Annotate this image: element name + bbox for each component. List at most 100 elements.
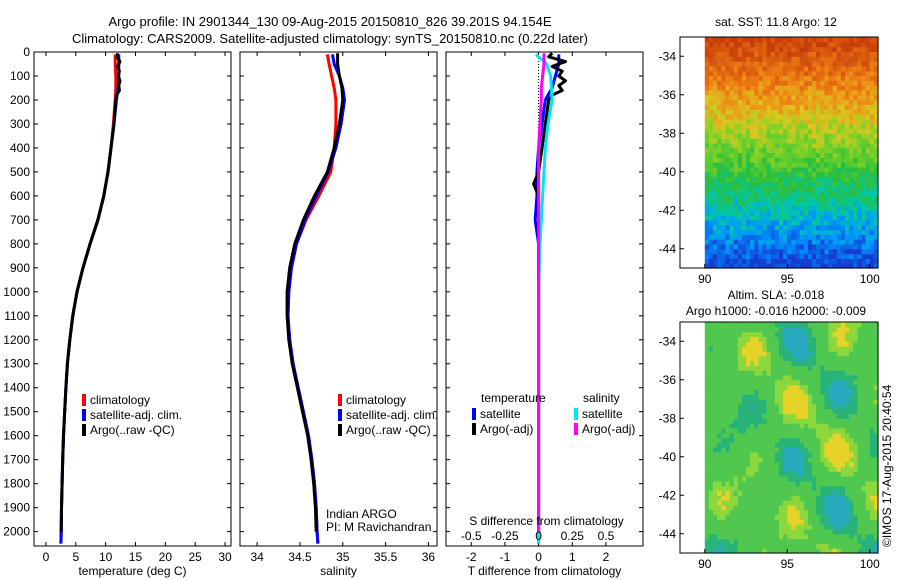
legend-label: climatology [90, 393, 150, 407]
legend-label: climatology [346, 393, 406, 407]
y-tick-label: 1500 [3, 405, 30, 419]
legend-swatch [82, 424, 86, 436]
y-tick-label: 500 [10, 165, 30, 179]
y-tick-label: -40 [659, 165, 677, 179]
y-tick-label: 0 [23, 45, 30, 59]
y-tick-label: -34 [659, 49, 677, 63]
legend-label: Argo(-adj) [480, 422, 533, 436]
annotation-line-1: Indian ARGO [326, 507, 397, 521]
legend-swatch [574, 408, 578, 420]
x-tick-label: 36 [422, 550, 436, 564]
y-tick-label: -42 [659, 203, 677, 217]
legend-swatch [472, 408, 476, 420]
plot-frame [445, 51, 644, 547]
y-tick-label: -38 [659, 126, 677, 140]
y-tick-label: 900 [10, 261, 30, 275]
x-tick-label: 1 [569, 550, 576, 564]
x-tick-label: 90 [698, 557, 712, 571]
legend-label: satellite [480, 407, 521, 421]
x-axis-label: temperature (deg C) [78, 564, 186, 578]
y-tick-label: -38 [659, 411, 677, 425]
x2-tick-label: -0.25 [491, 529, 519, 543]
y-tick-label: 2000 [3, 525, 30, 539]
x-tick-label: 90 [698, 272, 712, 286]
y-tick-label: 1100 [4, 309, 30, 323]
plot-frame [33, 51, 232, 547]
x-tick-label: 15 [129, 550, 143, 564]
x-tick-label: 95 [781, 272, 795, 286]
legend-label: satellite-adj. clim. [90, 408, 182, 422]
y-tick-label: 1600 [3, 429, 30, 443]
legend-label: satellite [582, 407, 623, 421]
y-tick-label: -44 [659, 242, 677, 256]
legend-label: Argo(..raw -QC) [90, 423, 175, 437]
y-tick-label: 100 [10, 69, 30, 83]
series-line [59, 54, 118, 544]
x-tick-label: -1 [500, 550, 511, 564]
y-tick-label: 1000 [3, 285, 30, 299]
plot-frame [239, 51, 438, 547]
y-tick-label: -34 [659, 334, 677, 348]
x2-axis-label: S difference from climatology [469, 514, 624, 528]
legend-label: Argo(..raw -QC) [346, 423, 431, 437]
legend-label: satellite-adj. clim. [346, 408, 438, 422]
x-axis-label: T difference from climatology [468, 564, 622, 578]
y-tick-label: 1700 [3, 453, 30, 467]
map-sla_map: 90 95 100 -34 -36 -38 -40 -42 -44 [659, 321, 880, 571]
legend-title-temperature: temperature [481, 391, 546, 405]
map-frame [679, 36, 879, 269]
legend-swatch [82, 394, 86, 406]
x2-tick-label: 0.25 [561, 529, 585, 543]
y-tick-label: 700 [10, 213, 30, 227]
imos-stamp: ©IMOS 17-Aug-2015 20:40:54 [880, 384, 894, 547]
legend-swatch [472, 423, 476, 435]
x2-tick-label: 0 [535, 529, 542, 543]
x-tick-label: -2 [466, 550, 477, 564]
map-field [704, 322, 879, 554]
map-frame [679, 321, 879, 554]
y-tick-label: 600 [10, 189, 30, 203]
legend-swatch [574, 423, 578, 435]
legend-title-salinity: salinity [583, 391, 620, 405]
legend-swatch [338, 424, 342, 436]
x-axis-label: salinity [320, 564, 357, 578]
x2-tick-label: 0.5 [598, 529, 615, 543]
x-tick-label: 34 [250, 550, 264, 564]
sla-map-title: Altim. SLA: -0.018 [728, 288, 825, 302]
y-tick-label: 200 [10, 93, 30, 107]
y-tick-label: -36 [659, 373, 677, 387]
y-tick-label: 400 [10, 141, 30, 155]
legend-swatch [338, 394, 342, 406]
map-field [704, 37, 879, 269]
series-line [537, 53, 546, 532]
x-tick-label: 2 [603, 550, 610, 564]
profile-panels: 0 5 10 15 20 25 300100200300400500600700800900… [3, 45, 644, 578]
sst-map-title: sat. SST: 11.8 Argo: 12 [715, 15, 837, 29]
x-tick-label: 100 [860, 557, 880, 571]
y-tick-label: -42 [659, 488, 677, 502]
series-line [59, 52, 122, 532]
x-tick-label: 0 [535, 550, 542, 564]
panel-temperature: 0 5 10 15 20 25 300100200300400500600700800900… [3, 45, 232, 578]
panel-differences: -2 -1 0 1 2T difference from climatology S di… [445, 51, 644, 578]
x-tick-label: 95 [781, 557, 795, 571]
x-tick-label: 20 [159, 550, 173, 564]
y-tick-label: 300 [10, 117, 30, 131]
title-line-1: Argo profile: IN 2901344_130 09-Aug-2015… [108, 14, 551, 29]
legend-swatch [338, 409, 342, 421]
y-tick-label: 1300 [3, 357, 30, 371]
y-tick-label: 1900 [3, 501, 30, 515]
y-tick-label: -36 [659, 88, 677, 102]
x-tick-label: 34.5 [288, 550, 312, 564]
title-line-2: Climatology: CARS2009. Satellite-adjuste… [72, 31, 588, 46]
legend-swatch [82, 409, 86, 421]
x-tick-label: 35 [336, 550, 350, 564]
y-tick-label: -40 [659, 450, 677, 464]
map-sst_map: 90 95 100 -34 -36 -38 -40 -42 -44 [659, 36, 880, 286]
y-tick-label: 1400 [3, 381, 30, 395]
x2-tick-label: -0.5 [461, 529, 482, 543]
legend-label: Argo(-adj) [582, 422, 635, 436]
annotation-line-2: PI: M Ravichandran [326, 520, 431, 534]
x-tick-label: 25 [189, 550, 203, 564]
